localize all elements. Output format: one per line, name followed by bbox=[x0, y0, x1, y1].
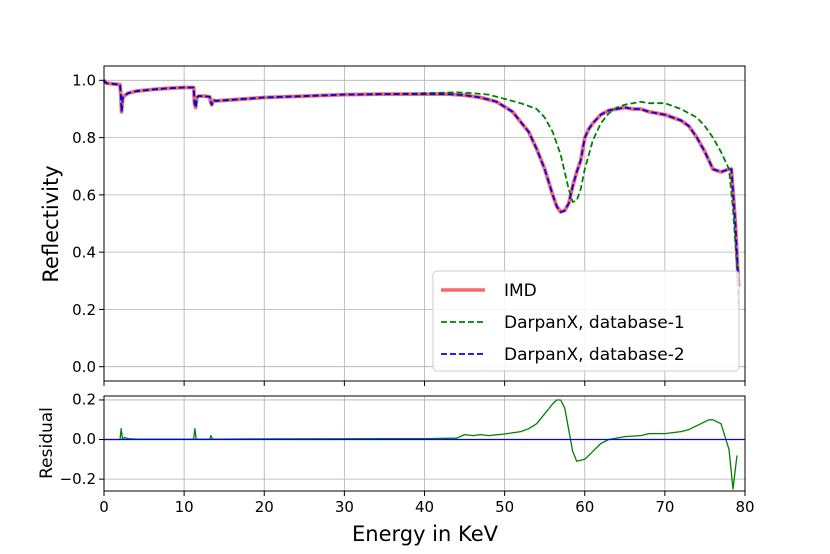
legend-label-database-1: DarpanX, database-1 bbox=[504, 313, 685, 333]
residual-xtick-label: 10 bbox=[175, 498, 194, 516]
reflectivity-axes: 0.0 0.2 0.4 0.6 0.8 1.0 Reflectivity IMD Darp… bbox=[39, 65, 746, 386]
residual-series-darpanx-database-1 bbox=[104, 399, 738, 490]
legend: IMD DarpanX, database-1 DarpanX, databas… bbox=[432, 270, 740, 372]
legend-box bbox=[432, 270, 740, 372]
reflectivity-series-darpanx-database-2 bbox=[103, 79, 740, 287]
residual-axes: 0 10 20 30 40 50 60 70 80 −0.2 0.0 0.2 Residual Ene… bbox=[37, 391, 755, 546]
residual-xtick-label: 20 bbox=[255, 498, 274, 516]
legend-label-imd: IMD bbox=[504, 281, 537, 301]
residual-xlabel: Energy in KeV bbox=[352, 522, 499, 546]
residual-xtick-label: 70 bbox=[655, 498, 674, 516]
residual-xtick-label: 0 bbox=[99, 498, 109, 516]
reflectivity-series bbox=[102, 79, 741, 310]
reflectivity-ytick-label: 0.6 bbox=[72, 186, 96, 204]
residual-xtick-label: 50 bbox=[495, 498, 514, 516]
residual-xtick-label: 30 bbox=[335, 498, 354, 516]
reflectivity-ytick-label: 0.8 bbox=[72, 129, 96, 147]
residual-ytick-label: 0.2 bbox=[72, 391, 96, 409]
reflectivity-ytick-label: 0.4 bbox=[72, 244, 96, 262]
residual-ytick-label: 0.0 bbox=[72, 430, 96, 448]
reflectivity-ticks: 0.0 0.2 0.4 0.6 0.8 1.0 bbox=[72, 72, 746, 386]
reflectivity-ytick-label: 0.0 bbox=[72, 358, 96, 376]
reflectivity-ylabel: Reflectivity bbox=[39, 165, 63, 282]
residual-ylabel: Residual bbox=[37, 407, 57, 479]
residual-xtick-label: 80 bbox=[735, 498, 754, 516]
reflectivity-ytick-label: 0.2 bbox=[72, 301, 96, 319]
residual-ytick-label: −0.2 bbox=[60, 470, 96, 488]
residual-xtick-label: 40 bbox=[415, 498, 434, 516]
residual-ticks: 0 10 20 30 40 50 60 70 80 −0.2 0.0 0.2 bbox=[60, 391, 755, 516]
legend-label-database-2: DarpanX, database-2 bbox=[504, 345, 685, 365]
reflectivity-ytick-label: 1.0 bbox=[72, 72, 96, 90]
residual-xtick-label: 60 bbox=[575, 498, 594, 516]
residual-series bbox=[104, 399, 745, 490]
